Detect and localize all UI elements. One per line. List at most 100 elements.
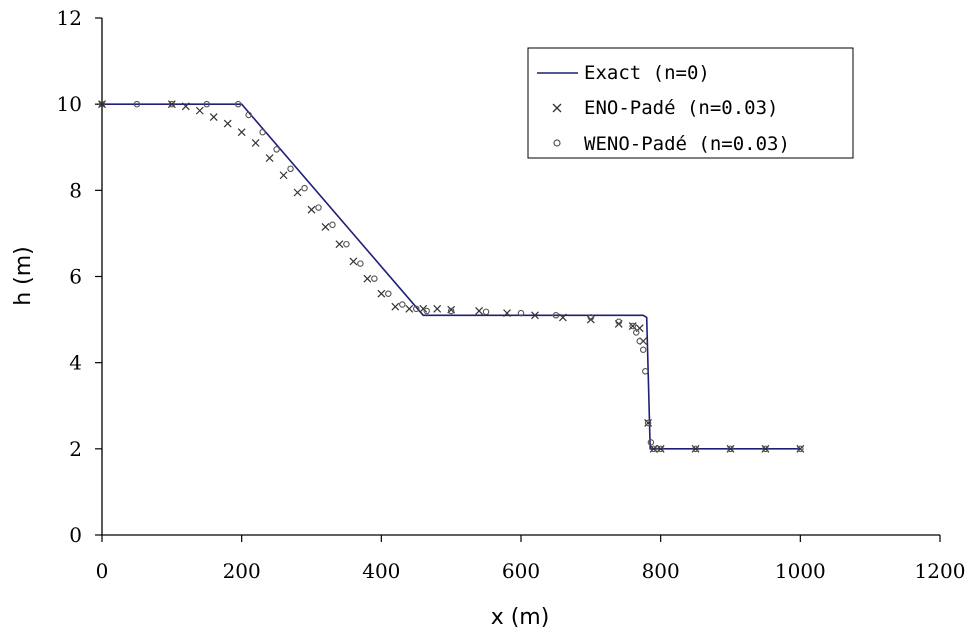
data-point-circle bbox=[636, 337, 643, 345]
data-point-x-stroke bbox=[349, 257, 358, 266]
data-point-circle bbox=[371, 275, 378, 282]
data-point-x-stroke bbox=[531, 311, 539, 320]
data-point-x bbox=[656, 444, 665, 453]
data-point-x-stroke bbox=[475, 307, 484, 315]
legend: Exact (n=0) ENO-Padé (n=0.03) WENO-Padé … bbox=[527, 47, 854, 159]
data-point-circle bbox=[552, 312, 560, 319]
data-point-circle bbox=[301, 184, 308, 192]
data-point-x bbox=[349, 257, 358, 266]
data-point-circle bbox=[650, 445, 657, 453]
data-point-x-stroke bbox=[558, 313, 567, 322]
data-point-x bbox=[237, 128, 246, 137]
data-point-circle bbox=[639, 346, 647, 353]
ticks: 0 200 400 600 800 1000 1200 0 2 4 6 8 10 12 bbox=[57, 6, 966, 583]
data-point-x-stroke bbox=[181, 102, 190, 111]
data-point-x bbox=[321, 223, 330, 231]
data-point-circle bbox=[259, 128, 266, 136]
data-point-x bbox=[691, 444, 700, 453]
data-point-circle bbox=[615, 318, 623, 325]
data-point-circle bbox=[647, 439, 655, 446]
data-point-x-stroke bbox=[405, 304, 414, 313]
data-point-x bbox=[223, 119, 232, 128]
data-point-x-stroke bbox=[644, 419, 653, 427]
y-axis-title: h (m) bbox=[11, 246, 36, 306]
data-point-x bbox=[293, 188, 302, 197]
data-point-x bbox=[181, 102, 190, 111]
data-point-x bbox=[649, 444, 658, 453]
data-point-x bbox=[419, 304, 428, 313]
data-point-circle bbox=[629, 322, 636, 330]
data-point-x bbox=[363, 274, 372, 283]
legend-label-eno: ENO-Padé (n=0.03) bbox=[584, 97, 778, 119]
data-point-x bbox=[377, 289, 386, 298]
data-point-x-stroke bbox=[656, 444, 665, 453]
data-point-x-stroke bbox=[321, 223, 330, 231]
data-point-circle bbox=[762, 445, 769, 453]
data-point-circle bbox=[98, 100, 106, 108]
series-layer bbox=[98, 100, 805, 453]
data-point-x-stroke bbox=[293, 188, 302, 197]
x-tick-label: 200 bbox=[223, 559, 261, 583]
data-point-x-stroke bbox=[307, 205, 316, 214]
y-tick-label: 0 bbox=[69, 523, 82, 547]
data-point-x-stroke bbox=[335, 240, 344, 249]
data-point-circle bbox=[642, 368, 649, 375]
series-2 bbox=[98, 100, 804, 453]
data-point-circle bbox=[412, 305, 420, 313]
legend-swatch-weno bbox=[553, 139, 561, 147]
data-point-x bbox=[628, 322, 637, 330]
y-tick-label: 6 bbox=[69, 265, 82, 289]
data-point-x-stroke bbox=[628, 322, 637, 330]
data-point-x bbox=[558, 313, 567, 322]
data-point-x bbox=[167, 100, 176, 109]
x-axis-title: x (m) bbox=[491, 605, 550, 630]
data-point-circle bbox=[797, 445, 804, 453]
x-tick-label: 400 bbox=[362, 559, 400, 583]
data-point-x-stroke bbox=[761, 444, 770, 453]
data-point-x-stroke bbox=[237, 128, 246, 137]
data-point-x-stroke bbox=[98, 100, 106, 109]
data-point-x bbox=[265, 154, 274, 162]
legend-label-weno: WENO-Padé (n=0.03) bbox=[584, 133, 790, 155]
data-point-circle bbox=[644, 419, 652, 427]
series-line bbox=[102, 103, 801, 450]
y-tick-label: 12 bbox=[57, 6, 82, 30]
x-tick-label: 800 bbox=[642, 559, 680, 583]
y-tick-label: 4 bbox=[69, 351, 82, 375]
series-0 bbox=[102, 103, 801, 450]
data-point-x-stroke bbox=[433, 304, 442, 313]
data-point-x bbox=[433, 304, 442, 313]
data-point-x bbox=[405, 304, 414, 313]
data-point-x bbox=[195, 106, 204, 115]
data-point-circle bbox=[133, 100, 141, 108]
data-point-circle bbox=[168, 100, 176, 108]
data-point-x-stroke bbox=[363, 274, 372, 283]
data-point-x-stroke bbox=[391, 302, 400, 311]
data-point-circle bbox=[385, 290, 392, 297]
x-tick-label: 1200 bbox=[915, 559, 966, 583]
data-point-x-stroke bbox=[649, 444, 658, 453]
y-tick-label: 8 bbox=[69, 178, 82, 202]
data-point-x bbox=[761, 444, 770, 453]
data-point-x bbox=[726, 444, 735, 453]
data-point-x bbox=[531, 311, 539, 320]
data-point-circle bbox=[482, 308, 490, 316]
data-point-circle bbox=[234, 100, 242, 108]
data-point-x bbox=[503, 309, 511, 318]
data-point-x bbox=[98, 100, 106, 109]
data-point-x-stroke bbox=[419, 304, 428, 313]
data-point-circle bbox=[357, 260, 364, 267]
data-point-x bbox=[335, 240, 344, 249]
data-point-x-stroke bbox=[265, 154, 274, 162]
data-point-circle bbox=[343, 240, 350, 248]
data-point-circle bbox=[245, 111, 252, 119]
data-point-circle bbox=[399, 301, 406, 308]
data-point-circle bbox=[632, 329, 640, 336]
x-tick-label: 0 bbox=[96, 559, 109, 583]
data-point-circle bbox=[287, 165, 294, 173]
data-point-circle bbox=[423, 307, 430, 315]
data-point-x-stroke bbox=[726, 444, 735, 453]
data-point-x-stroke bbox=[251, 139, 260, 147]
y-tick-label: 10 bbox=[57, 92, 82, 116]
